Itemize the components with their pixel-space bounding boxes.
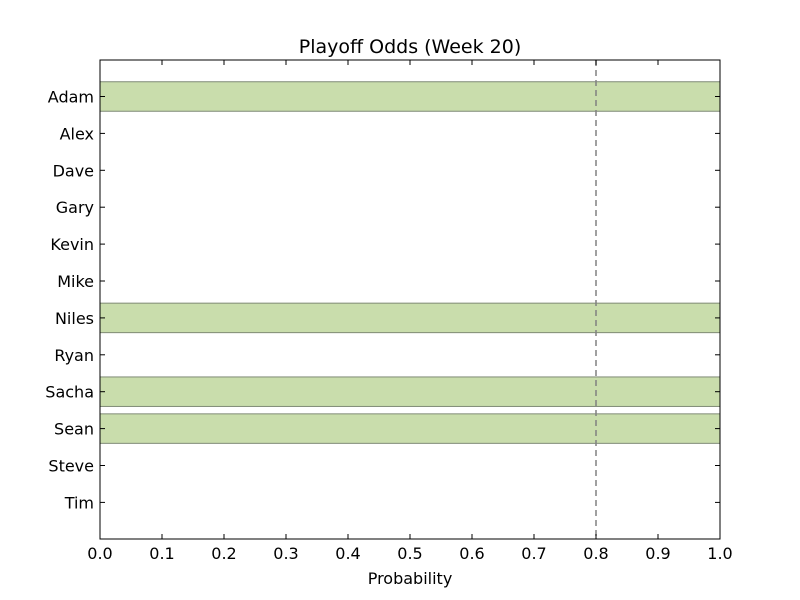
- x-tick-label: 0.3: [273, 544, 298, 563]
- y-tick-label: Alex: [60, 124, 94, 143]
- x-tick-label: 0.6: [459, 544, 484, 563]
- y-tick-label: Kevin: [50, 235, 94, 254]
- y-tick-label: Gary: [56, 198, 94, 217]
- x-axis-label: Probability: [368, 569, 453, 588]
- x-tick-label: 0.1: [149, 544, 174, 563]
- chart-title: Playoff Odds (Week 20): [299, 36, 522, 58]
- bar-adam: [99, 81, 721, 112]
- y-tick-label: Dave: [53, 161, 94, 180]
- plot-frame: [99, 59, 721, 540]
- bars-layer: [99, 81, 721, 444]
- x-tick-label: 0.9: [645, 544, 670, 563]
- x-tick-label: 0.8: [583, 544, 608, 563]
- bar-niles: [99, 302, 721, 334]
- y-tick-label: Tim: [64, 493, 94, 512]
- y-tick-label: Adam: [48, 88, 94, 107]
- y-tick-label: Sean: [54, 420, 94, 439]
- bar-sacha: [99, 376, 721, 407]
- y-tick-label: Niles: [55, 309, 94, 328]
- x-tick-label: 0.5: [397, 544, 422, 563]
- x-tick-label: 0.0: [87, 544, 112, 563]
- bar-sean: [99, 413, 721, 444]
- y-tick-label: Steve: [48, 457, 94, 476]
- x-tick-label: 1.0: [707, 544, 732, 563]
- y-tick-label: Mike: [57, 272, 94, 291]
- y-tick-label: Ryan: [54, 346, 94, 365]
- y-axis-ticks: Adam Alex Dave Gary Kevin Mike Niles Ryan Sacha S…: [45, 88, 720, 512]
- x-tick-label: 0.7: [521, 544, 546, 563]
- y-tick-label: Sacha: [45, 383, 94, 402]
- x-tick-label: 0.2: [211, 544, 236, 563]
- x-axis-ticks: 0.0 0.1 0.2 0.3 0.4 0.5 0.6 0.7 0.8 0.9 1.0: [87, 60, 733, 563]
- x-tick-label: 0.4: [335, 544, 360, 563]
